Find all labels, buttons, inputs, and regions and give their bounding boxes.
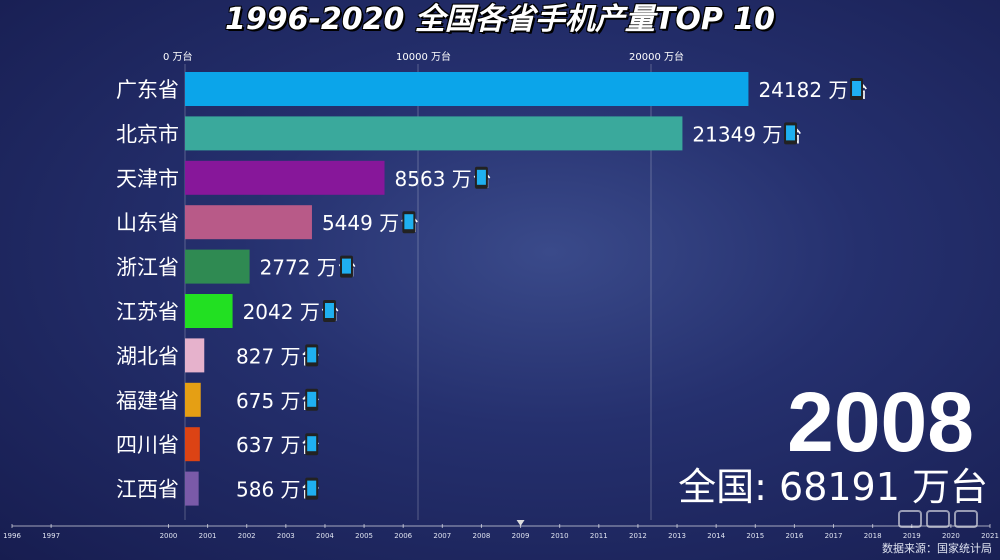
category-label: 天津市 [116,167,179,191]
watermark-logo [898,510,978,528]
x-tick-label: 10000 万台 [396,50,451,63]
data-source: 数据来源：国家统计局 [882,542,992,555]
timeline-year-label: 2020 [942,532,960,540]
national-total: 全国: 68191 万台 [678,465,988,509]
bar-3 [185,205,312,240]
timeline-year-label: 2019 [903,532,921,540]
category-label: 山东省 [116,211,179,235]
timeline-year-label: 2001 [199,532,217,540]
category-label: 湖北省 [116,344,179,368]
mobile-phone-icon [784,122,798,145]
category-label: 北京市 [116,122,179,146]
timeline-year-label: 1996 [3,532,21,540]
timeline-year-label: 2009 [512,532,530,540]
mobile-phone-icon [850,78,864,100]
mobile-phone-icon [322,300,336,322]
bar-6 [185,338,205,373]
mobile-phone-icon [305,433,319,456]
timeline-year-label: 2003 [277,532,295,540]
category-label: 福建省 [116,389,179,413]
timeline-year-label: 2008 [473,532,491,540]
bar-4 [185,249,250,284]
mobile-phone-icon [474,166,488,189]
timeline-year-label: 2005 [355,532,373,540]
timeline-year-label: 2011 [590,532,608,540]
bar-1 [185,116,683,151]
timeline-year-label: 2007 [433,532,451,540]
timeline-year-label: 1997 [42,532,60,540]
timeline-year-label: 2012 [629,532,647,540]
chart-title: 1996-2020 全国各省手机产量TOP 10 [224,2,776,37]
timeline-year-label: 2002 [238,532,256,540]
bar-8 [185,427,200,462]
x-tick-label: 20000 万台 [629,50,684,63]
timeline-marker [516,520,525,526]
watermark-mark [898,510,922,528]
bar-2 [185,160,385,195]
current-year: 2008 [787,375,974,469]
mobile-phone-icon [339,255,353,278]
timeline-year-label: 2016 [785,532,803,540]
category-label: 广东省 [116,78,179,102]
bar-0 [185,72,749,106]
category-label: 浙江省 [116,256,179,280]
bar-9 [185,471,199,506]
bar-5 [185,294,233,328]
timeline-year-label: 2004 [316,532,334,540]
watermark-mark [954,510,978,528]
timeline-year-label: 2021 [981,532,999,540]
timeline-year-label: 2006 [394,532,412,540]
timeline-year-label: 2014 [707,532,725,540]
mobile-phone-icon [305,344,319,367]
category-label: 江苏省 [116,300,179,324]
timeline-year-label: 2010 [551,532,569,540]
bar-7 [185,382,201,417]
watermark-mark [926,510,950,528]
timeline-year-label: 2017 [825,532,843,540]
mobile-phone-icon [402,211,416,234]
timeline-year-label: 2015 [746,532,764,540]
timeline-year-label: 2000 [160,532,178,540]
mobile-phone-icon [305,477,319,500]
timeline-year-label: 2018 [864,532,882,540]
x-tick-label: 0 万台 [163,50,193,63]
category-label: 江西省 [116,478,179,502]
timeline-year-label: 2013 [668,532,686,540]
category-label: 四川省 [116,433,179,457]
mobile-phone-icon [305,388,319,411]
